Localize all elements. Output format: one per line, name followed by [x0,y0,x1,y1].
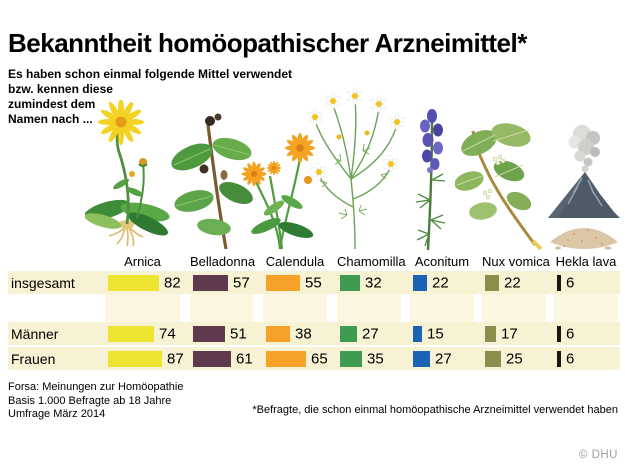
column-band [482,294,546,322]
hekla-lava-illustration [544,120,624,252]
bar-row: Männer 74 51 38 27 15 17 6 [8,322,620,345]
value-bar [557,350,561,367]
chamomilla-illustration [303,87,408,252]
column-header: Aconitum [414,254,470,269]
bar-value: 82 [164,274,181,291]
value-bar [413,274,427,291]
column-header: Nux vomica [482,254,550,269]
aconitum-plant-icon [415,109,446,251]
bar-value: 6 [566,325,575,342]
column-header: Arnica [124,254,161,269]
value-bar [340,274,360,291]
column-band [554,294,618,322]
calendula-plant-icon [241,133,315,250]
value-bar [266,274,300,291]
value-bar [413,350,430,367]
source-line: Umfrage März 2014 [8,408,106,420]
arnica-illustration [85,100,175,252]
page-title: Bekanntheit homöopathischer Arzneimittel… [8,28,527,58]
column-header: Belladonna [190,254,256,269]
bar-value: 55 [305,274,322,291]
bar-value: 25 [506,350,523,367]
bar-value: 35 [367,350,384,367]
column-header: Hekla lava [555,254,617,269]
column-band [337,294,401,322]
row-label: Männer [11,325,59,342]
hekla-lava-volcano-icon [548,125,620,250]
value-bar [193,274,228,291]
bar-value: 51 [230,325,247,342]
copyright: © DHU [578,449,618,461]
bar-value: 32 [365,274,382,291]
subtitle-line: bzw. kennen diese [8,82,113,96]
bar-value: 22 [432,274,449,291]
source-note: Forsa: Meinungen zur Homöopathie Basis 1… [8,381,183,422]
row-label: Frauen [11,350,56,367]
bar-value: 27 [435,350,452,367]
bar-value: 6 [566,350,575,367]
column-band [190,294,253,322]
value-bar [413,325,422,342]
bar-value: 15 [427,325,444,342]
value-bar [557,325,561,342]
column-band [263,294,327,322]
column-band [410,294,474,322]
subtitle-line: zumindest dem [8,97,96,111]
column-header: Chamomilla [337,254,406,269]
aconitum-illustration [400,104,460,252]
subtitle: Es haben schon einmal folgende Mittel ve… [8,67,292,127]
bar-value: 17 [501,325,518,342]
arnica-plant-icon [85,100,170,247]
bar-value: 57 [233,274,250,291]
value-bar [340,350,362,367]
column-header: Calendula [265,254,325,269]
bar-row: Frauen 87 61 65 35 27 25 6 [8,347,620,370]
bar-value: 38 [295,325,312,342]
chamomilla-plant-icon [306,87,406,250]
footnote: *Befragte, die schon einmal homöopathisc… [252,404,618,416]
nux-vomica-illustration [455,117,545,252]
value-bar [485,350,501,367]
bar-value: 22 [504,274,521,291]
belladonna-illustration [168,107,258,252]
value-bar [193,325,225,342]
bar-value: 6 [566,274,575,291]
calendula-illustration [240,122,325,252]
value-bar [266,350,306,367]
bar-value: 61 [236,350,253,367]
belladonna-plant-icon [171,113,253,250]
column-band [105,294,180,322]
nux-vomica-plant-icon [455,123,543,251]
value-bar [557,274,561,291]
value-bar [108,350,162,367]
source-line: Basis 1.000 Befragte ab 18 Jahre [8,394,172,407]
bar-value: 27 [362,325,379,342]
bar-value: 74 [159,325,176,342]
subtitle-line: Namen nach ... [8,112,93,126]
value-bar [340,325,357,342]
value-bar [108,274,159,291]
subtitle-line: Es haben schon einmal folgende Mittel ve… [8,67,293,81]
bar-value: 87 [167,350,184,367]
value-bar [108,325,154,342]
source-line: Forsa: Meinungen zur Homöopathie [8,381,184,393]
row-label: insgesamt [11,274,75,291]
value-bar [193,350,231,367]
bar-row: insgesamt 82 57 55 32 22 22 6 [8,271,620,294]
value-bar [485,325,496,342]
value-bar [485,274,499,291]
value-bar [266,325,290,342]
bar-value: 65 [311,350,328,367]
